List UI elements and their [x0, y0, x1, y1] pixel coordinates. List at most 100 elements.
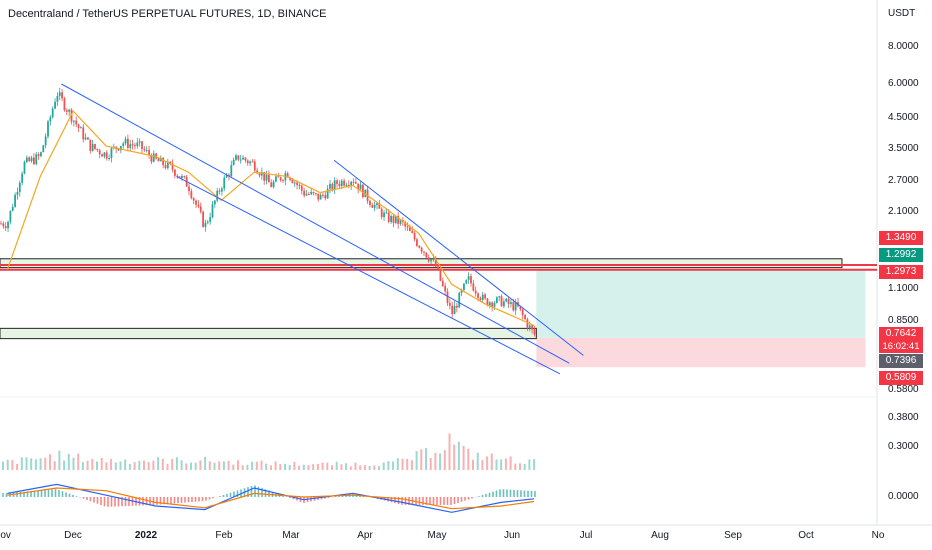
- macd-histogram-bar: [523, 490, 526, 497]
- candle-body: [392, 216, 395, 223]
- candle-body: [284, 173, 287, 181]
- volume-bar: [67, 453, 70, 470]
- candle-body: [230, 165, 233, 176]
- candle-body: [272, 181, 275, 188]
- candle-body: [150, 155, 153, 162]
- candle-body: [472, 283, 475, 291]
- candle-body: [16, 192, 19, 195]
- volume-bar: [119, 461, 122, 470]
- candle-body: [56, 95, 59, 102]
- candle-body: [141, 141, 143, 150]
- macd-histogram-bar: [222, 494, 225, 497]
- macd-histogram-bar: [247, 487, 249, 497]
- candle-body: [258, 173, 261, 176]
- candle-body: [199, 206, 202, 212]
- macd-histogram-bar: [177, 497, 179, 504]
- candle-body: [406, 226, 409, 228]
- candle-body: [399, 219, 402, 224]
- macd-histogram-bar: [488, 492, 491, 497]
- volume-bar: [30, 458, 33, 470]
- macd-histogram-bar: [208, 497, 211, 500]
- candle-body: [235, 155, 237, 160]
- candle-body: [413, 232, 416, 240]
- macd-histogram-bar: [191, 497, 193, 502]
- macd-histogram-bar: [23, 491, 25, 497]
- time-tick-label: 2022: [134, 530, 158, 541]
- candle-body: [84, 137, 87, 140]
- volume-bar: [6, 459, 9, 470]
- candle-body: [411, 231, 414, 233]
- candle-body: [232, 159, 235, 166]
- candle-body: [474, 290, 477, 294]
- signal-line: [7, 487, 535, 510]
- candle-body: [157, 158, 160, 162]
- candle-body: [343, 180, 345, 186]
- candle-body: [383, 212, 385, 218]
- volume-bar: [410, 460, 413, 470]
- volume-bar: [128, 464, 131, 470]
- candle-body: [143, 149, 146, 151]
- macd-histogram-bar: [156, 497, 158, 505]
- candle-body: [171, 163, 174, 170]
- candle-body: [418, 245, 421, 248]
- macd-histogram-bar: [436, 497, 438, 505]
- volume-bar: [335, 461, 338, 470]
- volume-bar: [307, 465, 310, 470]
- candle-body: [448, 303, 451, 306]
- candle-body: [82, 127, 85, 140]
- candle-body: [446, 291, 449, 304]
- trendline: [176, 175, 561, 375]
- price-tag-zone-top: 1.3490: [879, 231, 923, 245]
- candle-body: [350, 181, 353, 186]
- volume-bar: [175, 457, 178, 470]
- candle-body: [312, 191, 315, 194]
- candle-body: [331, 183, 334, 190]
- candle-body: [286, 173, 289, 178]
- macd-histogram-bar: [65, 492, 67, 497]
- macd-histogram-bar: [58, 489, 60, 497]
- volume-bar: [143, 460, 145, 470]
- candle-body: [119, 146, 122, 151]
- macd-histogram-bar: [184, 497, 186, 503]
- candle-body: [376, 203, 378, 205]
- candle-body: [439, 269, 442, 281]
- candle-body: [305, 193, 308, 196]
- volume-bar: [77, 453, 80, 470]
- candle-body: [246, 160, 249, 164]
- candle-body: [122, 143, 125, 147]
- macd-histogram-bar: [51, 489, 53, 497]
- volume-bar: [124, 459, 127, 470]
- candle-body: [110, 148, 113, 158]
- candle-body: [195, 200, 197, 205]
- volume-bar: [11, 460, 14, 470]
- macd-histogram-bar: [40, 490, 43, 497]
- macd-histogram-bar: [5, 493, 8, 497]
- candle-body: [437, 266, 439, 270]
- volume-bar: [401, 458, 404, 470]
- macd-histogram-bar: [268, 490, 270, 497]
- price-tick-label: 0.3800: [888, 412, 919, 423]
- candle-body: [124, 138, 127, 144]
- macd-histogram-bar: [471, 497, 473, 499]
- candle-body: [333, 180, 336, 190]
- candle-body: [345, 184, 348, 186]
- macd-histogram-bar: [478, 496, 480, 497]
- candle-body: [310, 191, 313, 195]
- volume-bar: [53, 461, 56, 470]
- volume-bar: [420, 449, 423, 470]
- macd-histogram-bar: [390, 497, 393, 503]
- macd-histogram-bar: [439, 497, 442, 505]
- volume-bar: [340, 464, 343, 470]
- volume-bar: [213, 462, 216, 470]
- macd-histogram-bar: [317, 497, 319, 501]
- candle-body: [503, 301, 505, 307]
- candle-body: [152, 153, 155, 162]
- candle-body: [164, 165, 167, 168]
- volume-bar: [81, 462, 84, 470]
- macd-histogram-bar: [327, 497, 330, 498]
- price-tag-entry: 0.7396: [879, 354, 923, 368]
- candle-body: [420, 247, 423, 252]
- candle-body: [242, 157, 244, 160]
